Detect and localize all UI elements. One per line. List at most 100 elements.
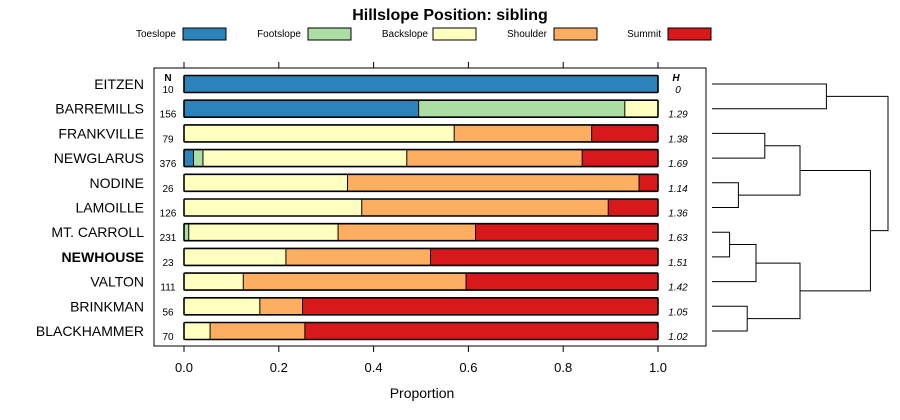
row-frankville: FRANKVILLE 79 1.38 bbox=[58, 124, 688, 145]
bar-outline bbox=[183, 124, 659, 143]
category-label: LAMOILLE bbox=[76, 200, 144, 216]
bar-outline bbox=[183, 272, 659, 291]
bar-shoulder bbox=[243, 273, 467, 291]
legend-swatch-footslope bbox=[307, 27, 352, 41]
bar-backslope bbox=[624, 100, 658, 118]
bar-summit bbox=[582, 149, 658, 167]
dendrogram-link bbox=[747, 262, 801, 320]
bar-toeslope bbox=[184, 100, 419, 118]
bar-outline bbox=[183, 148, 659, 168]
bar-summit bbox=[304, 322, 658, 340]
bar-outline bbox=[183, 222, 659, 242]
h-value: 1.29 bbox=[668, 110, 688, 121]
bar-shoulder bbox=[210, 322, 305, 340]
bar-shoulder bbox=[454, 124, 592, 142]
bar-backslope bbox=[184, 174, 348, 192]
legend-label-summit: Summit bbox=[627, 29, 661, 40]
n-value: 231 bbox=[160, 233, 177, 244]
bar-summit bbox=[430, 248, 658, 266]
legend-swatch-backslope bbox=[432, 27, 477, 41]
bar-summit bbox=[639, 174, 658, 192]
legend-label-shoulder: Shoulder bbox=[507, 29, 548, 40]
n-value: 56 bbox=[162, 307, 174, 318]
bar-outline bbox=[183, 173, 659, 193]
chart-title: Hillslope Position: sibling bbox=[352, 7, 548, 24]
row-mt-carroll: MT. CARROLL 231 1.63 bbox=[51, 222, 688, 244]
n-value: 70 bbox=[162, 332, 174, 343]
tick-label: 0.4 bbox=[365, 360, 383, 375]
bar-outline bbox=[183, 321, 659, 341]
category-label: VALTON bbox=[90, 274, 144, 290]
h-value: 1.63 bbox=[668, 233, 688, 244]
category-label: BRINKMAN bbox=[70, 298, 144, 314]
h-value: 1.05 bbox=[668, 307, 688, 318]
bar-shoulder bbox=[361, 199, 609, 216]
bar-backslope bbox=[188, 223, 339, 241]
tick-label: 0.6 bbox=[459, 360, 477, 375]
bar-outline bbox=[183, 74, 659, 94]
dendrogram-link bbox=[800, 169, 871, 292]
tick-label: 0.8 bbox=[554, 360, 572, 375]
bar-backslope bbox=[184, 124, 455, 142]
row-newhouse: NEWHOUSE 23 1.51 bbox=[62, 247, 688, 269]
dendrogram-link bbox=[712, 132, 766, 159]
h-value: 1.14 bbox=[668, 184, 688, 195]
row-nodine: NODINE 26 1.14 bbox=[90, 173, 688, 195]
bar-shoulder bbox=[338, 223, 476, 241]
bar-outline bbox=[183, 247, 659, 267]
bar-backslope bbox=[202, 149, 407, 167]
legend-label-toeslope: Toeslope bbox=[136, 29, 176, 40]
bar-backslope bbox=[184, 199, 362, 216]
dendrogram-link bbox=[826, 95, 889, 232]
bar-footslope bbox=[184, 223, 189, 241]
bar-backslope bbox=[184, 273, 244, 291]
bar-toeslope bbox=[184, 149, 194, 167]
h-header: H bbox=[672, 73, 680, 84]
n-value: 111 bbox=[160, 283, 176, 294]
bar-summit bbox=[608, 199, 658, 216]
row-brinkman: BRINKMAN 56 1.05 bbox=[70, 296, 688, 318]
n-value: 26 bbox=[162, 184, 174, 195]
row-eitzen: EITZEN 10 0 bbox=[94, 74, 681, 96]
legend-label-footslope: Footslope bbox=[257, 29, 301, 40]
n-value: 23 bbox=[162, 258, 174, 269]
rows: EITZEN 10 0 BARREMILLS 156 1.29 FRANKVILLE 79 1.… bbox=[36, 74, 688, 343]
h-value: 0 bbox=[675, 85, 681, 96]
dendrogram-link bbox=[712, 244, 757, 283]
h-value: 1.42 bbox=[668, 283, 688, 294]
legend: Toeslope Footslope Backslope Shoulder Summit bbox=[136, 27, 712, 41]
tick-label: 1.0 bbox=[649, 360, 667, 375]
bar-shoulder bbox=[259, 297, 303, 315]
n-value: 126 bbox=[160, 209, 177, 220]
bar-footslope bbox=[418, 100, 625, 118]
bar-backslope bbox=[184, 297, 260, 315]
legend-swatch-summit bbox=[667, 27, 712, 41]
n-value: 79 bbox=[162, 134, 174, 145]
category-label: BARREMILLS bbox=[55, 101, 144, 117]
row-blackhammer: BLACKHAMMER 70 1.02 bbox=[36, 321, 688, 343]
category-label: BLACKHAMMER bbox=[36, 323, 144, 339]
h-value: 1.38 bbox=[668, 134, 688, 145]
n-value: 376 bbox=[160, 159, 177, 170]
bar-toeslope bbox=[184, 75, 658, 93]
n-header: N bbox=[164, 73, 171, 84]
row-lamoille: LAMOILLE 126 1.36 bbox=[76, 198, 688, 220]
category-label: FRANKVILLE bbox=[58, 125, 144, 141]
dendrogram-link bbox=[712, 182, 739, 208]
row-newglarus: NEWGLARUS 376 1.69 bbox=[54, 148, 688, 170]
bar-summit bbox=[466, 273, 658, 291]
x-axis-label: Proportion bbox=[390, 385, 455, 401]
x-axis: 0.0 0.2 0.4 0.6 0.8 1.0 bbox=[175, 62, 667, 375]
category-label: NEWHOUSE bbox=[62, 249, 144, 265]
bar-backslope bbox=[184, 248, 286, 266]
bar-shoulder bbox=[406, 149, 583, 167]
legend-swatch-toeslope bbox=[182, 27, 227, 41]
bar-footslope bbox=[193, 149, 203, 167]
category-label: EITZEN bbox=[94, 76, 144, 92]
dendrogram bbox=[712, 83, 889, 332]
category-label: MT. CARROLL bbox=[51, 224, 144, 240]
bar-shoulder bbox=[347, 174, 640, 192]
bar-summit bbox=[475, 223, 658, 241]
plot-panel bbox=[153, 67, 707, 347]
